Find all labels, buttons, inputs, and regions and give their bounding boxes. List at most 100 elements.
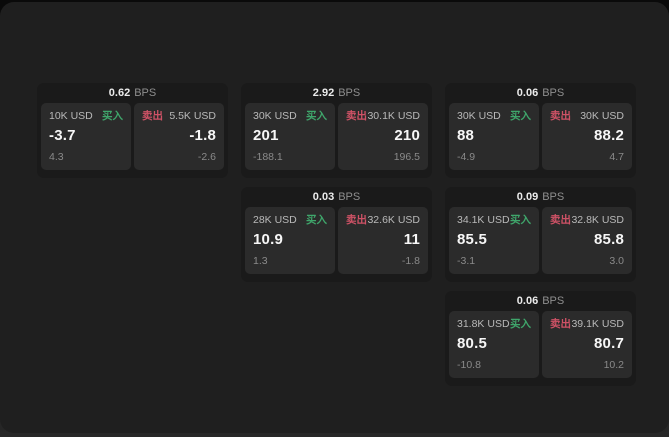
sell-change: 3.0 xyxy=(609,255,624,267)
buy-change: 1.3 xyxy=(253,255,268,267)
buy-panel[interactable]: 30K USD 买入 88 -4.9 xyxy=(449,103,539,170)
quote-panels: 30K USD 买入 201 -188.1 卖出 30.1K USD 210 1… xyxy=(245,103,428,170)
buy-panel[interactable]: 30K USD 买入 201 -188.1 xyxy=(245,103,335,170)
buy-amount: 28K USD xyxy=(253,214,297,226)
sell-panel-top-row: 卖出 32.6K USD xyxy=(346,214,420,227)
buy-amount: 10K USD xyxy=(49,110,93,122)
sell-panel[interactable]: 卖出 30K USD 88.2 4.7 xyxy=(542,103,632,170)
sell-side-label: 卖出 xyxy=(142,110,163,122)
buy-price: -3.7 xyxy=(49,127,76,144)
quote-card: 0.06 BPS 30K USD 买入 88 -4.9 卖出 30K USD 8… xyxy=(445,83,636,178)
sell-change: -1.8 xyxy=(401,255,420,267)
bps-value: 0.62 xyxy=(108,87,131,99)
bps-unit-label: BPS xyxy=(542,191,565,203)
sell-panel-top-row: 卖出 30K USD xyxy=(550,110,624,123)
bps-value: 0.03 xyxy=(312,191,335,203)
bps-header: 0.06 BPS xyxy=(449,291,632,311)
sell-panel[interactable]: 卖出 30.1K USD 210 196.5 xyxy=(338,103,428,170)
quote-panels: 34.1K USD 买入 85.5 -3.1 卖出 32.8K USD 85.8… xyxy=(449,207,632,274)
quote-panels: 28K USD 买入 10.9 1.3 卖出 32.6K USD 11 -1.8 xyxy=(245,207,428,274)
sell-price: 210 xyxy=(394,127,420,144)
bps-unit-label: BPS xyxy=(338,191,361,203)
buy-panel[interactable]: 28K USD 买入 10.9 1.3 xyxy=(245,207,335,274)
buy-panel-top-row: 30K USD 买入 xyxy=(253,110,327,123)
sell-change: 4.7 xyxy=(609,151,624,163)
sell-panel[interactable]: 卖出 5.5K USD -1.8 -2.6 xyxy=(134,103,224,170)
sell-price: -1.8 xyxy=(189,127,216,144)
buy-panel[interactable]: 10K USD 买入 -3.7 4.3 xyxy=(41,103,131,170)
buy-price: 80.5 xyxy=(457,335,487,352)
sell-panel-top-row: 卖出 5.5K USD xyxy=(142,110,216,123)
buy-panel-top-row: 28K USD 买入 xyxy=(253,214,327,227)
bps-unit-label: BPS xyxy=(542,295,565,307)
buy-amount: 34.1K USD xyxy=(457,214,510,226)
bps-unit-label: BPS xyxy=(134,87,157,99)
buy-panel[interactable]: 31.8K USD 买入 80.5 -10.8 xyxy=(449,311,539,378)
buy-side-label: 买入 xyxy=(306,110,327,122)
buy-price: 88 xyxy=(457,127,475,144)
sell-side-label: 卖出 xyxy=(550,318,571,330)
bps-header: 0.03 BPS xyxy=(245,187,428,207)
bps-header: 2.92 BPS xyxy=(245,83,428,103)
buy-panel[interactable]: 34.1K USD 买入 85.5 -3.1 xyxy=(449,207,539,274)
sell-amount: 32.6K USD xyxy=(367,214,420,226)
buy-change: 4.3 xyxy=(49,151,64,163)
sell-panel[interactable]: 卖出 32.8K USD 85.8 3.0 xyxy=(542,207,632,274)
sell-price: 88.2 xyxy=(594,127,624,144)
sell-amount: 30K USD xyxy=(580,110,624,122)
sell-side-label: 卖出 xyxy=(346,214,367,226)
bps-unit-label: BPS xyxy=(542,87,565,99)
bps-value: 0.09 xyxy=(516,191,539,203)
sell-amount: 5.5K USD xyxy=(169,110,216,122)
sell-panel-top-row: 卖出 39.1K USD xyxy=(550,318,624,331)
sell-side-label: 卖出 xyxy=(346,110,367,122)
quote-card: 0.62 BPS 10K USD 买入 -3.7 4.3 卖出 5.5K USD… xyxy=(37,83,228,178)
buy-price: 10.9 xyxy=(253,231,283,248)
buy-panel-top-row: 30K USD 买入 xyxy=(457,110,531,123)
sell-side-label: 卖出 xyxy=(550,214,571,226)
quote-panels: 31.8K USD 买入 80.5 -10.8 卖出 39.1K USD 80.… xyxy=(449,311,632,378)
quote-card: 0.06 BPS 31.8K USD 买入 80.5 -10.8 卖出 39.1… xyxy=(445,291,636,386)
sell-panel-top-row: 卖出 32.8K USD xyxy=(550,214,624,227)
buy-amount: 30K USD xyxy=(457,110,501,122)
buy-panel-top-row: 31.8K USD 买入 xyxy=(457,318,531,331)
buy-change: -4.9 xyxy=(457,151,476,163)
buy-side-label: 买入 xyxy=(510,318,531,330)
bps-header: 0.62 BPS xyxy=(41,83,224,103)
sell-change: 196.5 xyxy=(393,151,420,163)
sell-price: 80.7 xyxy=(594,335,624,352)
buy-panel-top-row: 34.1K USD 买入 xyxy=(457,214,531,227)
buy-change: -188.1 xyxy=(253,151,283,163)
sell-change: 10.2 xyxy=(603,359,624,371)
sell-price: 11 xyxy=(403,231,420,248)
buy-side-label: 买入 xyxy=(102,110,123,122)
bps-value: 0.06 xyxy=(516,295,539,307)
bps-header: 0.06 BPS xyxy=(449,83,632,103)
sell-amount: 32.8K USD xyxy=(571,214,624,226)
buy-amount: 31.8K USD xyxy=(457,318,510,330)
sell-panel-top-row: 卖出 30.1K USD xyxy=(346,110,420,123)
buy-price: 201 xyxy=(253,127,279,144)
buy-panel-top-row: 10K USD 买入 xyxy=(49,110,123,123)
bps-value: 2.92 xyxy=(312,87,335,99)
quote-panels: 10K USD 买入 -3.7 4.3 卖出 5.5K USD -1.8 -2.… xyxy=(41,103,224,170)
buy-change: -10.8 xyxy=(457,359,481,371)
buy-side-label: 买入 xyxy=(306,214,327,226)
sell-panel[interactable]: 卖出 39.1K USD 80.7 10.2 xyxy=(542,311,632,378)
bps-unit-label: BPS xyxy=(338,87,361,99)
buy-change: -3.1 xyxy=(457,255,476,267)
bps-value: 0.06 xyxy=(516,87,539,99)
quote-card: 0.09 BPS 34.1K USD 买入 85.5 -3.1 卖出 32.8K… xyxy=(445,187,636,282)
quote-card: 0.03 BPS 28K USD 买入 10.9 1.3 卖出 32.6K US… xyxy=(241,187,432,282)
sell-amount: 39.1K USD xyxy=(571,318,624,330)
buy-amount: 30K USD xyxy=(253,110,297,122)
buy-side-label: 买入 xyxy=(510,110,531,122)
buy-side-label: 买入 xyxy=(510,214,531,226)
sell-price: 85.8 xyxy=(594,231,624,248)
sell-panel[interactable]: 卖出 32.6K USD 11 -1.8 xyxy=(338,207,428,274)
quote-panels: 30K USD 买入 88 -4.9 卖出 30K USD 88.2 4.7 xyxy=(449,103,632,170)
buy-price: 85.5 xyxy=(457,231,487,248)
quote-card: 2.92 BPS 30K USD 买入 201 -188.1 卖出 30.1K … xyxy=(241,83,432,178)
sell-change: -2.6 xyxy=(197,151,216,163)
sell-amount: 30.1K USD xyxy=(367,110,420,122)
